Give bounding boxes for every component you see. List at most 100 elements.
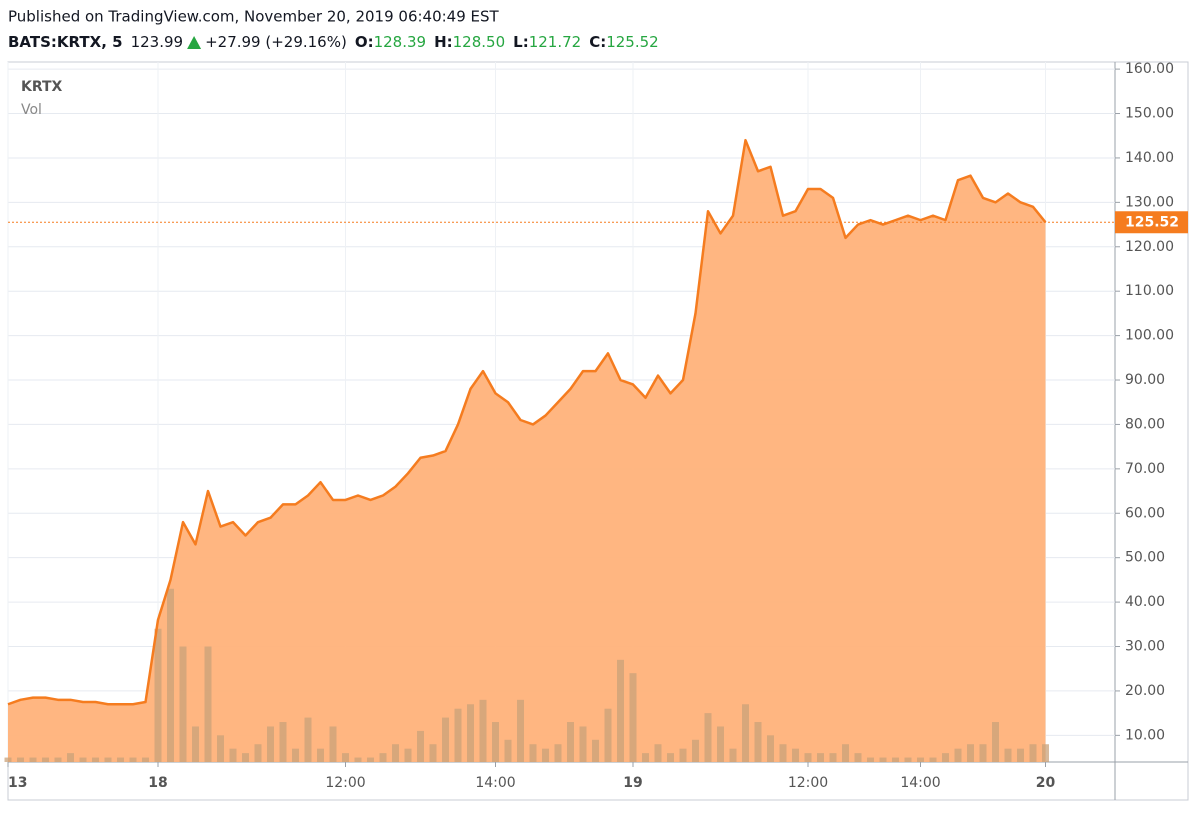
x-tick-label: 12:00	[788, 775, 828, 791]
price-area	[8, 140, 1046, 762]
y-tick-label: 40.00	[1125, 594, 1165, 610]
up-arrow-icon	[187, 36, 202, 49]
volume-bar	[29, 757, 37, 762]
volume-bar	[379, 753, 387, 762]
volume-bar	[4, 757, 12, 762]
volume-bar	[804, 753, 812, 762]
volume-bar	[442, 717, 449, 762]
volume-bar	[254, 744, 262, 762]
volume-bar	[54, 757, 62, 762]
y-tick-label: 70.00	[1125, 461, 1165, 477]
volume-bar	[267, 726, 274, 762]
y-tick-label: 90.00	[1125, 372, 1165, 388]
y-tick-label: 80.00	[1125, 416, 1165, 432]
volume-bar	[92, 757, 99, 762]
volume-bar	[517, 699, 524, 762]
volume-bar	[117, 757, 124, 762]
volume-bar	[854, 753, 862, 762]
volume-bar	[229, 748, 237, 762]
x-tick-label: 13	[8, 775, 27, 791]
volume-bar	[642, 753, 649, 762]
y-tick-label: 160.00	[1125, 61, 1174, 77]
volume-bar	[204, 646, 212, 762]
volume-bar	[654, 744, 662, 762]
header-close: 125.52	[606, 33, 659, 51]
volume-bar	[342, 753, 349, 762]
x-tick-label: 14:00	[475, 775, 515, 791]
last-price-box	[1115, 211, 1188, 234]
volume-bar	[742, 704, 749, 762]
volume-bar	[542, 748, 549, 762]
volume-bar	[929, 757, 937, 762]
volume-bar	[729, 748, 737, 762]
ohlc-line: BATS:KRTX, 5 123.99 +27.99 (+29.16%) O: 128.…	[8, 33, 659, 51]
volume-bar	[842, 744, 849, 762]
volume-bar	[992, 722, 999, 762]
volume-bar	[967, 744, 974, 762]
volume-bar	[292, 748, 299, 762]
header-high: 128.50	[453, 33, 506, 51]
volume-bar	[554, 744, 562, 762]
y-tick-label: 20.00	[1125, 683, 1165, 699]
volume-bar	[142, 757, 149, 762]
header-l-label: L:	[513, 33, 529, 51]
x-tick-label: 12:00	[325, 775, 365, 791]
last-price-label: 125.52	[1125, 214, 1179, 230]
volume-bar	[904, 757, 912, 762]
volume-bar	[954, 748, 962, 762]
volume-bar	[629, 673, 637, 762]
volume-bar	[279, 722, 287, 762]
header-last: 123.99	[131, 33, 184, 51]
volume-bar	[317, 748, 324, 762]
volume-bar	[679, 748, 687, 762]
volume-bar	[817, 753, 824, 762]
y-tick-label: 60.00	[1125, 505, 1165, 521]
volume-bar	[129, 757, 137, 762]
volume-bar	[592, 739, 599, 762]
volume-bar	[479, 699, 487, 762]
volume-bar	[604, 708, 612, 762]
volume-bar	[579, 726, 587, 762]
volume-bar	[79, 757, 87, 762]
y-tick-label: 120.00	[1125, 239, 1174, 255]
volume-bar	[717, 726, 724, 762]
volume-bar	[779, 744, 787, 762]
y-tick-label: 100.00	[1125, 328, 1174, 344]
volume-bar	[792, 748, 799, 762]
volume-bar	[354, 757, 362, 762]
volume-bar	[567, 722, 574, 762]
volume-bar	[692, 739, 699, 762]
y-tick-label: 150.00	[1125, 106, 1174, 122]
y-tick-label: 130.00	[1125, 194, 1174, 210]
published-note: Published on TradingView.com, November 2…	[8, 8, 500, 26]
volume-bar	[867, 757, 874, 762]
x-tick-label: 14:00	[900, 775, 940, 791]
volume-bar	[367, 757, 374, 762]
volume-bar	[754, 722, 762, 762]
volume-bar	[879, 757, 887, 762]
volume-bar	[42, 757, 49, 762]
header-change: +27.99 (+29.16%)	[205, 33, 347, 51]
header-low: 121.72	[529, 33, 582, 51]
volume-bar	[304, 717, 312, 762]
volume-bar	[667, 753, 674, 762]
volume-bar	[504, 739, 512, 762]
volume-bar	[167, 588, 174, 762]
volume-bar	[17, 757, 24, 762]
volume-bar	[942, 753, 949, 762]
header-o-label: O:	[355, 33, 374, 51]
volume-bar	[104, 757, 112, 762]
volume-bar	[917, 757, 924, 762]
x-tick-label: 20	[1036, 775, 1056, 791]
volume-bar	[529, 744, 537, 762]
header-h-label: H:	[434, 33, 453, 51]
volume-bar	[454, 708, 462, 762]
volume-bar	[404, 748, 412, 762]
header-symbol: BATS:KRTX, 5	[8, 33, 123, 51]
legend-entry: Vol	[21, 102, 42, 118]
volume-bar	[329, 726, 337, 762]
y-tick-label: 10.00	[1125, 727, 1165, 743]
volume-bar	[242, 753, 249, 762]
